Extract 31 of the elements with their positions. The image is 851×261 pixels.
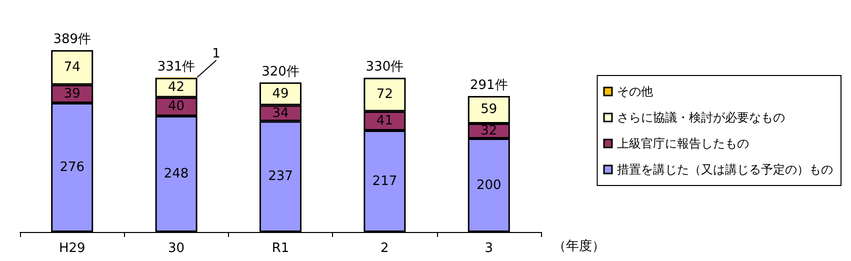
data-label: 49: [272, 86, 289, 102]
data-label: 39: [64, 86, 80, 102]
x-tick-label: R1: [272, 241, 290, 256]
x-tick-label: H29: [58, 241, 86, 256]
data-label: 42: [168, 80, 185, 96]
total-label: 320件: [262, 64, 300, 80]
x-tick-label: 3: [484, 241, 494, 256]
data-label: 1: [212, 46, 220, 62]
total-label: 330件: [366, 60, 404, 75]
x-axis-title: （年度）: [553, 238, 605, 254]
legend-label: その他: [617, 84, 653, 98]
data-label: 276: [60, 160, 85, 175]
data-label: 40: [168, 99, 185, 114]
data-label: 200: [476, 178, 502, 193]
x-tick-label: 2: [380, 241, 389, 256]
total-label: 291件: [470, 78, 508, 93]
data-label: 72: [376, 87, 393, 102]
data-label: 217: [372, 174, 398, 189]
legend-label: 措置を講じた（又は講じる予定の）もの: [617, 162, 833, 176]
data-label: 32: [480, 124, 498, 139]
data-label: 59: [480, 102, 498, 118]
data-label: 237: [268, 169, 293, 184]
total-label: 389件: [53, 32, 92, 48]
x-tick-label: 30: [168, 241, 185, 256]
data-label: 34: [272, 106, 289, 121]
legend-label: 上級官庁に報告したもの: [617, 136, 749, 150]
total-label: 331件: [157, 59, 196, 74]
legend-label: さらに協議・検討が必要なもの: [617, 110, 785, 124]
data-label: 41: [376, 113, 393, 128]
data-label: 74: [64, 60, 80, 75]
data-label: 248: [164, 166, 189, 182]
